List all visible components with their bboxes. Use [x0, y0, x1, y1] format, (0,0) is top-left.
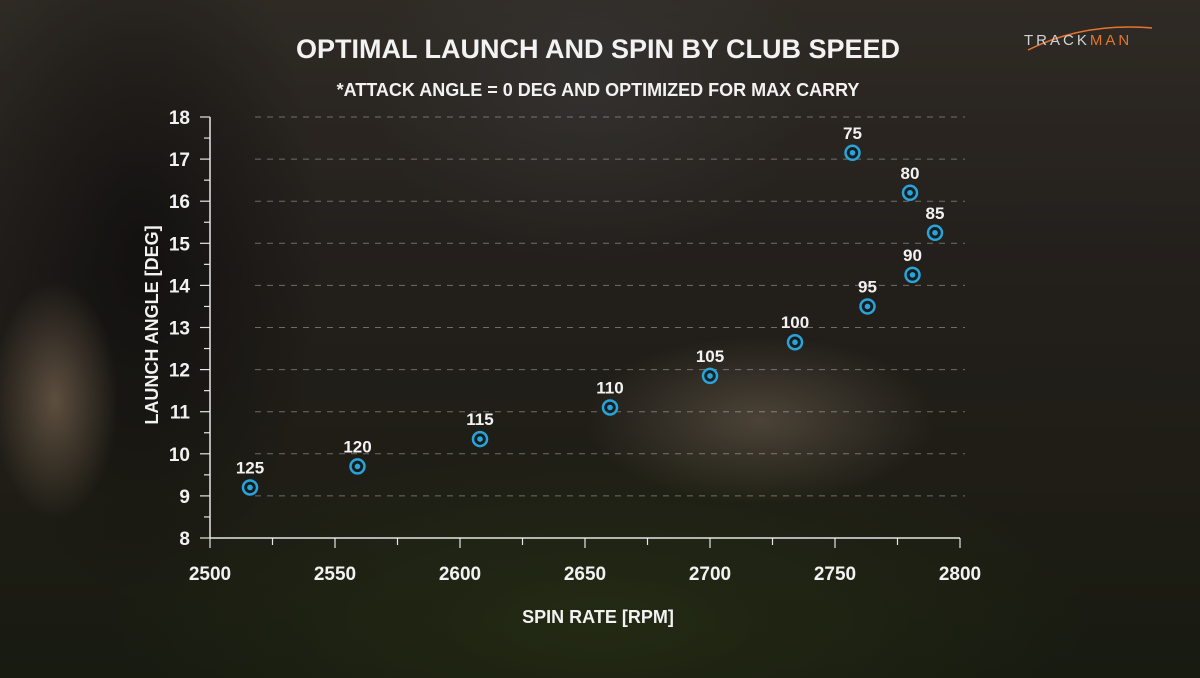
data-point-dot: [864, 303, 871, 310]
chart-title: OPTIMAL LAUNCH AND SPIN BY CLUB SPEED: [296, 34, 900, 64]
data-point-dot: [907, 189, 913, 196]
data-point: [844, 144, 861, 162]
y-tick-label: 11: [170, 403, 191, 424]
data-point-dot: [932, 229, 938, 236]
data-point-label: 105: [696, 347, 724, 366]
axes: [200, 116, 961, 548]
data-point-dot: [909, 272, 916, 278]
data-point-dot: [792, 339, 798, 346]
data-point-label: 120: [343, 437, 371, 456]
logo-text-man: MAN: [1089, 32, 1133, 49]
logo-swoosh-icon: [1027, 26, 1153, 51]
y-tick-label: 12: [169, 361, 190, 382]
data-point-label: 115: [466, 410, 493, 429]
data-point-label: 85: [926, 204, 945, 223]
y-tick-label: 17: [169, 150, 190, 171]
data-point-label: 110: [596, 378, 623, 397]
x-tick-label: 2700: [689, 564, 731, 585]
logo-text-track: TRACK: [1024, 32, 1090, 49]
x-tick-label: 2600: [439, 564, 481, 585]
y-tick-label: 16: [169, 192, 190, 213]
grid-lines: [255, 116, 965, 497]
x-axis-label: SPIN RATE [RPM]: [522, 607, 674, 627]
data-point: [241, 479, 259, 496]
data-point-label: 100: [781, 313, 809, 332]
data-point-label: 125: [236, 458, 264, 477]
y-tick-label: 9: [179, 487, 190, 508]
data-point-dot: [354, 463, 361, 470]
data-point: [859, 298, 876, 315]
x-tick-label: 2750: [814, 564, 856, 585]
chart-subtitle: *ATTACK ANGLE = 0 DEG AND OPTIMIZED FOR …: [337, 80, 860, 100]
data-point-label: 75: [843, 124, 862, 143]
x-tick-label: 2550: [314, 564, 356, 585]
data-point-dot: [477, 436, 483, 442]
x-tick-label: 2800: [939, 564, 981, 585]
data-point-label: 90: [903, 246, 922, 265]
data-point: [349, 458, 366, 475]
data-point: [601, 399, 619, 416]
x-tick-label: 2500: [189, 564, 231, 585]
data-point-label: 95: [858, 277, 877, 296]
y-tick-label: 10: [169, 445, 190, 466]
data-point: [701, 367, 719, 385]
data-point-dot: [247, 484, 253, 491]
y-tick-label: 13: [169, 319, 190, 340]
trackman-logo: TRACKMAN: [1024, 32, 1132, 49]
data-point: [471, 430, 489, 448]
tick-labels: 8 9 10 11 12 13 14 15 16 17 18 2500 2550 2600 2650 2700…: [169, 108, 981, 585]
data-point: [901, 184, 919, 202]
y-tick-label: 15: [169, 234, 191, 255]
data-point: [926, 224, 944, 242]
y-axis-label: LAUNCH ANGLE [DEG]: [142, 225, 162, 424]
data-point-dot: [607, 404, 613, 411]
y-tick-label: 14: [169, 276, 191, 297]
data-point: [904, 266, 921, 284]
data-point-label: 80: [901, 164, 920, 183]
data-point-dot: [707, 373, 713, 379]
data-points: 125 120 115 110 105 100 95 90 85 80 75: [236, 124, 945, 496]
data-point-dot: [849, 149, 856, 156]
x-tick-label: 2650: [564, 564, 606, 585]
y-tick-label: 18: [169, 108, 190, 129]
y-tick-label: 8: [179, 529, 190, 550]
data-point: [786, 333, 804, 351]
